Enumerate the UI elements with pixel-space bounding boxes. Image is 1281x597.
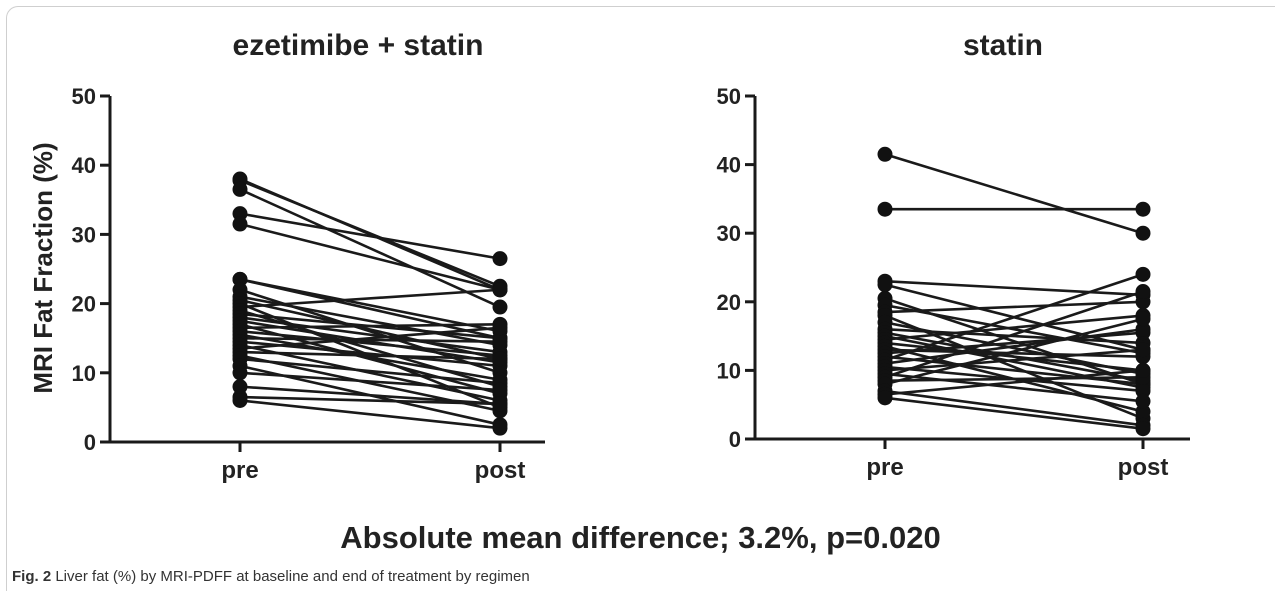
chart-title: statin (963, 29, 1043, 62)
subject-line (884, 153, 1144, 235)
y-axis-label: MRI Fat Fraction (%) (28, 142, 58, 393)
subject-line (884, 348, 1144, 372)
x-tick-label: pre (866, 454, 903, 481)
panel-ezetimibe-statin: ezetimibe + statin MRI Fat Fraction (%) … (28, 29, 545, 484)
post-point (1135, 321, 1151, 337)
subject-line (239, 222, 501, 292)
subject-line (239, 399, 501, 430)
post-point (1135, 266, 1151, 282)
subject-line (884, 303, 1144, 355)
post-point (492, 320, 508, 336)
subject-line (239, 316, 501, 354)
panel-statin: statin 0 10 20 30 40 50 pre post (717, 29, 1190, 481)
y-tick-label: 50 (717, 84, 741, 109)
pre-point (877, 201, 893, 217)
caption-label: Fig. 2 (12, 568, 52, 585)
post-point (1135, 421, 1151, 437)
subject-line (239, 326, 501, 350)
subject-line (239, 278, 501, 340)
subject-line (239, 329, 501, 357)
post-point (492, 382, 508, 398)
y-tick-label: 50 (72, 84, 96, 109)
subject-line (884, 389, 1144, 427)
post-point (1135, 201, 1151, 217)
y-tick-label: 0 (84, 430, 96, 455)
chart-title: ezetimibe + statin (233, 29, 484, 62)
subject-line (884, 355, 1144, 386)
post-point (492, 282, 508, 298)
caption-text: Liver fat (%) by MRI-PDFF at baseline an… (55, 568, 530, 585)
y-tick-label: 10 (717, 358, 741, 383)
subject-line (239, 212, 501, 260)
subject-line (239, 385, 501, 406)
subject-line (884, 375, 1144, 382)
y-tick-label: 30 (72, 222, 96, 247)
subject-line (884, 317, 1144, 386)
subject-line (239, 333, 501, 382)
pre-point (232, 206, 248, 222)
pre-point (877, 146, 893, 162)
post-point (492, 334, 508, 350)
x-tick-label: pre (221, 457, 258, 484)
subject-line (239, 188, 501, 309)
post-point (1135, 311, 1151, 327)
subject-line (884, 314, 1144, 341)
subject-line (239, 371, 501, 392)
subject-line (239, 357, 501, 385)
y-tick-label: 20 (717, 290, 741, 315)
post-point (492, 251, 508, 267)
subject-line (884, 341, 1144, 372)
y-tick-label: 40 (717, 153, 741, 178)
pre-point (232, 379, 248, 395)
subject-line (884, 396, 1144, 431)
post-point (1135, 284, 1151, 300)
post-point (492, 420, 508, 436)
subject-line (884, 300, 1144, 314)
post-point (1135, 294, 1151, 310)
pre-point (877, 277, 893, 293)
y-tick-label: 0 (729, 427, 741, 452)
subject-line (239, 288, 501, 309)
post-point (1135, 393, 1151, 409)
subject-line (884, 327, 1144, 365)
y-tick-label: 30 (717, 221, 741, 246)
post-point (1135, 404, 1151, 420)
pre-point (232, 365, 248, 381)
figure-frame (6, 6, 1275, 591)
subject-line (884, 273, 1144, 362)
subject-line (239, 336, 501, 343)
subject-line (239, 298, 501, 361)
post-point (1135, 362, 1151, 378)
subject-line (884, 290, 1144, 379)
post-point (1135, 225, 1151, 241)
x-tick-label: post (475, 457, 526, 484)
pre-point (232, 216, 248, 232)
subject-line (884, 279, 1144, 297)
post-point (1135, 342, 1151, 358)
pre-point (232, 392, 248, 408)
y-tick-label: 40 (72, 153, 96, 178)
figure-caption: Fig. 2 Liver fat (%) by MRI-PDFF at base… (12, 568, 530, 585)
pre-point (877, 390, 893, 406)
post-point (492, 396, 508, 412)
x-tick-label: post (1118, 454, 1169, 481)
subject-line (239, 350, 501, 361)
pre-point (232, 181, 248, 197)
post-point (492, 299, 508, 315)
y-tick-label: 20 (72, 292, 96, 317)
subject-line (884, 369, 1144, 396)
summary-text: Absolute mean difference; 3.2%, p=0.020 (340, 520, 941, 555)
subject-line (239, 179, 501, 288)
post-point (1135, 383, 1151, 399)
subject-line (884, 327, 1144, 345)
subject-line (884, 372, 1144, 403)
post-point (492, 351, 508, 367)
subject-line (239, 323, 501, 330)
y-tick-label: 10 (72, 361, 96, 386)
pre-point (232, 271, 248, 287)
subject-line (239, 395, 501, 406)
